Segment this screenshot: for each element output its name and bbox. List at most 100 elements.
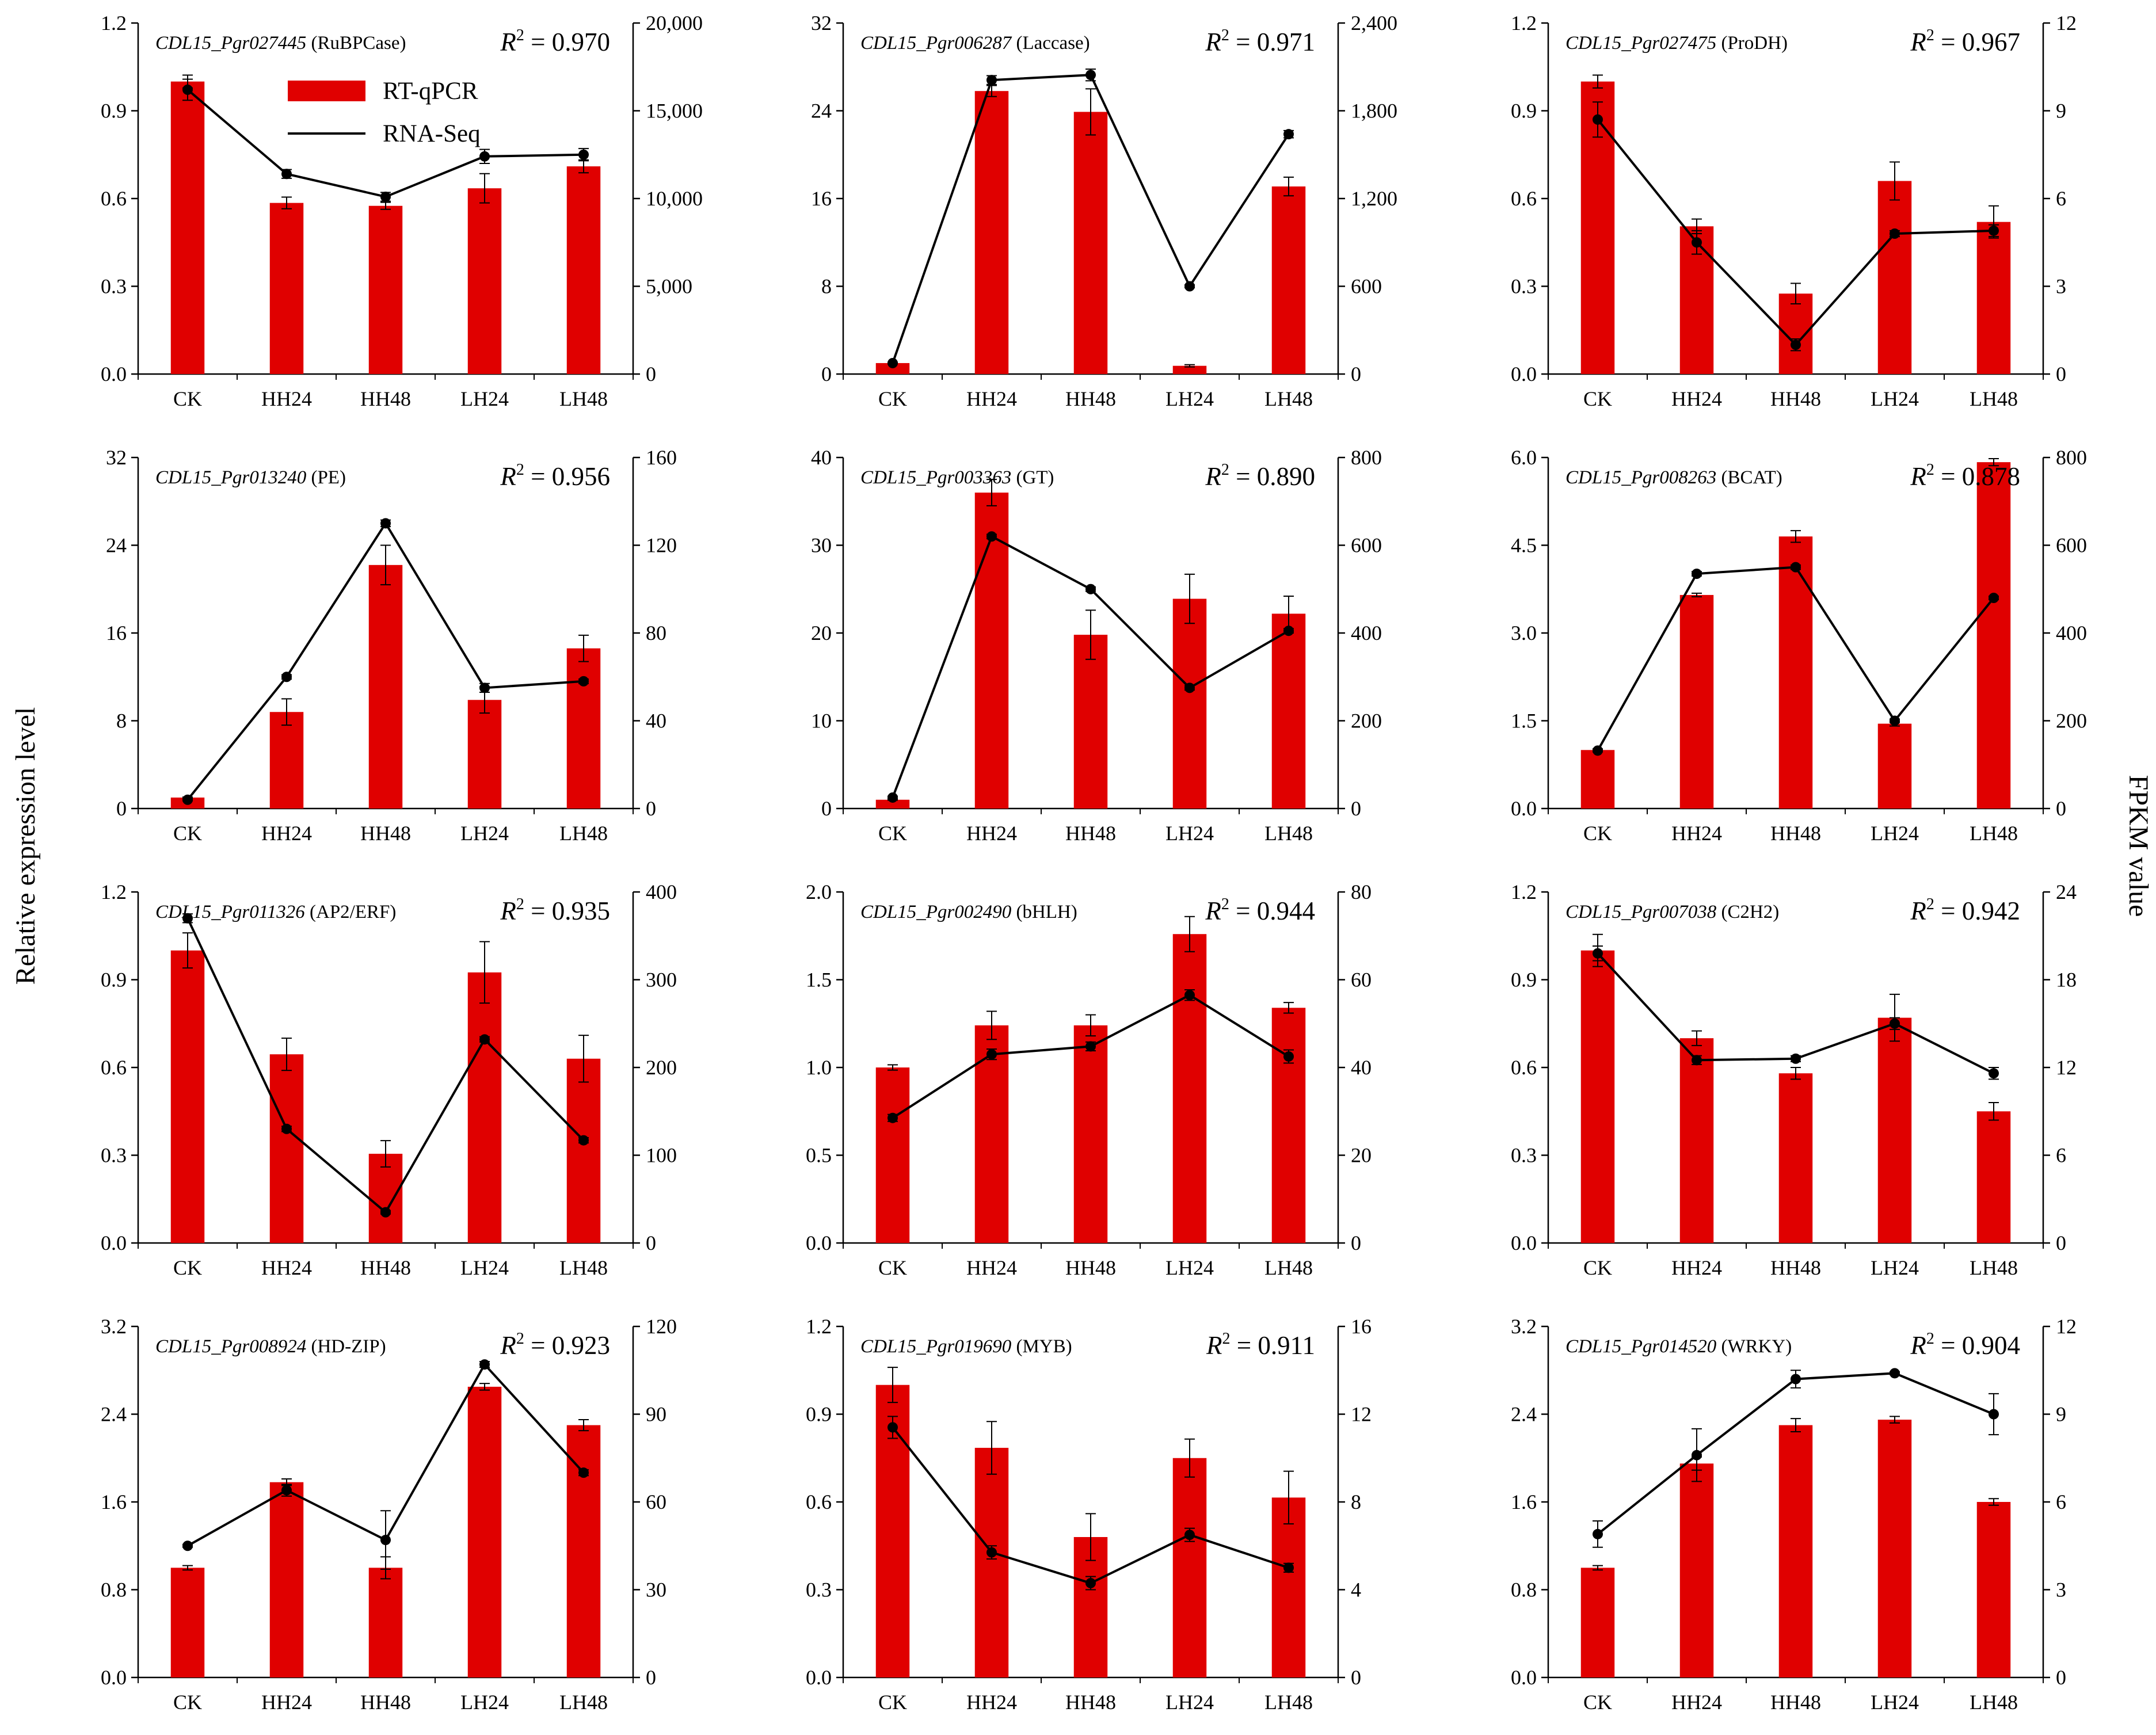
category-label: HH24 — [966, 1256, 1017, 1279]
category-label: LH48 — [1264, 822, 1313, 845]
rnaseq-point — [1593, 114, 1603, 125]
rnaseq-point — [1283, 1562, 1294, 1573]
right-tick-label: 0 — [1351, 1666, 1361, 1689]
bar — [1976, 1502, 2011, 1677]
right-tick-label: 18 — [2056, 968, 2077, 992]
left-tick-label: 0.8 — [1511, 1578, 1537, 1601]
right-tick-label: 400 — [646, 880, 677, 903]
right-tick-label: 160 — [646, 446, 677, 469]
category-label: CK — [878, 1256, 907, 1279]
right-tick-label: 100 — [646, 1144, 677, 1167]
rnaseq-point — [1989, 593, 1999, 603]
left-tick-label: 10 — [811, 710, 832, 733]
r-symbol: R — [1910, 462, 1926, 491]
category-label: LH24 — [1165, 387, 1214, 410]
gene-title: CDL15_Pgr003363 (GT) — [860, 467, 1054, 488]
rnaseq-point — [182, 1540, 193, 1551]
rnaseq-point — [1791, 562, 1801, 573]
left-tick-label: 0.0 — [101, 1231, 127, 1254]
r-squared-value: = 0.878 — [1934, 462, 2020, 491]
bar — [1778, 1073, 1813, 1243]
gene-title: CDL15_Pgr014520 (WRKY) — [1565, 1336, 1792, 1357]
rnaseq-point — [1890, 1018, 1900, 1029]
rnaseq-point — [1085, 584, 1096, 594]
left-tick-label: 1.6 — [101, 1490, 127, 1513]
category-label: CK — [1583, 1256, 1612, 1279]
left-tick-label: 24 — [106, 534, 127, 557]
bar — [269, 203, 304, 374]
left-tick-label: 16 — [106, 621, 127, 645]
panel-4: 0 8 16 24 32 0 40 80 120 160 CK HH24 HH48 LH24 LH48 CDL… — [106, 446, 677, 845]
category-label: HH48 — [1065, 1256, 1116, 1279]
rnaseq-point — [887, 1112, 898, 1123]
category-label: CK — [1583, 1691, 1612, 1714]
bar — [974, 91, 1009, 374]
left-tick-label: 0.3 — [1511, 1144, 1537, 1167]
bar — [467, 1386, 502, 1677]
bar — [368, 565, 403, 809]
rnaseq-point — [1791, 1374, 1801, 1385]
category-label: CK — [173, 822, 202, 845]
right-tick-label: 5,000 — [646, 275, 692, 298]
rnaseq-point — [281, 672, 292, 682]
right-tick-label: 9 — [2056, 100, 2066, 123]
rnaseq-point — [1692, 237, 1702, 248]
rnaseq-point — [1283, 626, 1294, 636]
left-tick-label: 8 — [821, 275, 832, 298]
bar — [1877, 1017, 1912, 1243]
category-label: LH24 — [1165, 1691, 1214, 1714]
rnaseq-point — [380, 518, 391, 529]
r-superscript: 2 — [1926, 461, 1934, 479]
gene-id: CDL15_Pgr011326 — [155, 902, 305, 922]
bar — [1271, 186, 1306, 374]
right-tick-label: 0 — [2056, 363, 2066, 386]
rnaseq-point — [1692, 1055, 1702, 1066]
right-tick-label: 400 — [1351, 621, 1382, 645]
left-tick-label: 0.9 — [1511, 968, 1537, 992]
legend-bar-swatch — [288, 81, 365, 101]
left-tick-label: 0.9 — [101, 100, 127, 123]
rnaseq-point — [1085, 70, 1096, 81]
rnaseq-point — [281, 1123, 292, 1134]
right-tick-label: 40 — [646, 710, 666, 733]
bar — [974, 1447, 1009, 1677]
gene-title: CDL15_Pgr011326 (AP2/ERF) — [155, 902, 396, 922]
category-label: HH48 — [1065, 822, 1116, 845]
right-tick-label: 0 — [646, 1666, 656, 1689]
panel-6: 0.0 1.5 3.0 4.5 6.0 0 200 400 600 800 CK HH24 HH48 LH… — [1511, 446, 2087, 845]
rnaseq-point — [1692, 1450, 1702, 1461]
right-tick-label: 9 — [2056, 1403, 2066, 1426]
gene-title: CDL15_Pgr013240 (PE) — [155, 467, 346, 488]
bar — [1580, 950, 1615, 1243]
category-label: LH48 — [559, 1691, 608, 1714]
rnaseq-point — [1989, 225, 1999, 236]
right-tick-label: 600 — [1351, 275, 1382, 298]
r-symbol: R — [500, 462, 516, 491]
bar — [1679, 1463, 1714, 1677]
right-tick-label: 400 — [2056, 621, 2087, 645]
rnaseq-point — [986, 1049, 997, 1060]
category-label: LH48 — [1264, 1256, 1313, 1279]
right-tick-label: 0 — [1351, 797, 1361, 820]
rnaseq-point — [1989, 1409, 1999, 1420]
right-tick-label: 80 — [1351, 880, 1372, 903]
bar — [467, 972, 502, 1243]
bar — [1073, 112, 1108, 374]
rnaseq-point — [1791, 1053, 1801, 1064]
left-tick-label: 0.3 — [1511, 275, 1537, 298]
category-label: CK — [878, 822, 907, 845]
gene-annotation: (BCAT) — [1716, 467, 1782, 488]
bar — [1172, 934, 1207, 1243]
rnaseq-point — [578, 676, 589, 687]
category-label: LH48 — [1264, 1691, 1313, 1714]
left-tick-label: 0.8 — [101, 1578, 127, 1601]
right-tick-label: 0 — [2056, 1666, 2066, 1689]
gene-id: CDL15_Pgr007038 — [1565, 902, 1717, 922]
right-tick-label: 800 — [1351, 446, 1382, 469]
category-label: HH48 — [1065, 387, 1116, 410]
gene-annotation: (PE) — [306, 467, 346, 488]
bar — [1976, 462, 2011, 809]
left-tick-label: 0.0 — [806, 1666, 832, 1689]
